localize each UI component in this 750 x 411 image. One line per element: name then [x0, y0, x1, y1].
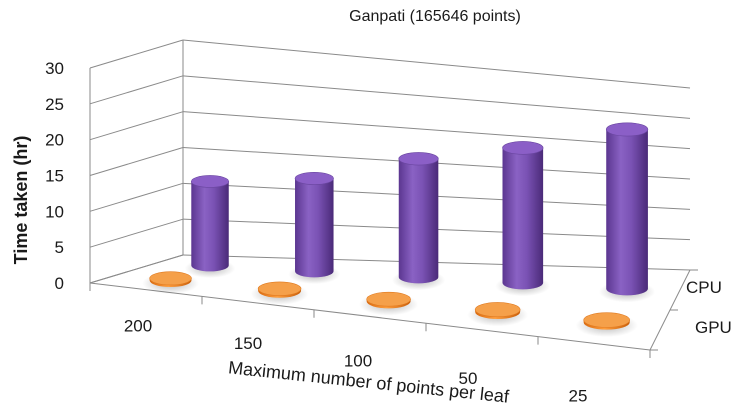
y-tick-label: 25 [45, 95, 64, 114]
bar-top [149, 271, 192, 286]
bar-cpu-150 [288, 172, 341, 285]
y-tick-label: 15 [45, 167, 64, 186]
bar-body [191, 181, 229, 272]
y-tick-label: 0 [55, 274, 64, 293]
bar-gpu-25 [575, 312, 638, 338]
gridline-side [89, 147, 184, 176]
bar-top [605, 122, 649, 137]
chart-title: Ganpati (165646 points) [349, 8, 521, 25]
bar-top [474, 302, 521, 318]
bar-cpu-100 [391, 152, 446, 291]
bar-top [190, 175, 230, 188]
gridline-back [182, 111, 691, 150]
bar-gpu-100 [358, 291, 419, 316]
bar-top [257, 281, 302, 296]
category-label: 200 [124, 317, 152, 336]
bars [142, 122, 656, 338]
y-tick-label: 5 [55, 238, 64, 257]
bar-gpu-200 [142, 271, 199, 295]
y-tick-label: 30 [45, 59, 64, 78]
bar-top [366, 291, 411, 307]
bar-cpu-200 [184, 175, 236, 278]
y-tick-label: 20 [45, 131, 64, 150]
category-labels: 200 150 100 50 25 [124, 317, 588, 406]
category-label: 100 [344, 352, 372, 371]
gridline-back [182, 39, 691, 89]
bar-body [502, 147, 544, 290]
y-tick-labels: 0 5 10 15 20 25 30 [45, 59, 64, 293]
axes [89, 40, 698, 358]
y-axis-title: Time taken (hr) [11, 136, 31, 265]
gridline-back [182, 75, 691, 119]
gridline-side [89, 218, 184, 248]
bar-top [294, 172, 334, 185]
bar-body [398, 158, 439, 284]
category-label: 50 [459, 369, 478, 388]
gridline-side [89, 182, 184, 212]
category-label: 150 [234, 334, 262, 353]
y-tick-label: 10 [45, 202, 64, 221]
bar-top [502, 141, 544, 155]
gridline-side [89, 75, 184, 105]
bar-gpu-50 [467, 302, 529, 327]
category-label: 25 [569, 386, 588, 405]
series-label-gpu: GPU [695, 318, 732, 337]
floor-left-edge [89, 254, 184, 284]
floor-front-edge [89, 282, 651, 351]
bar-cpu-25 [598, 122, 656, 303]
series-label-cpu: CPU [686, 278, 722, 297]
bar-top [583, 312, 631, 328]
bar-body [606, 129, 648, 296]
bar-body [295, 178, 334, 278]
bar-gpu-150 [250, 281, 309, 305]
gridline-side [89, 39, 184, 69]
series-labels: GPU CPU [686, 278, 732, 337]
bar-cpu-50 [495, 141, 551, 297]
bar-top [398, 152, 439, 166]
grid [89, 39, 691, 284]
gridline-side [89, 111, 184, 141]
